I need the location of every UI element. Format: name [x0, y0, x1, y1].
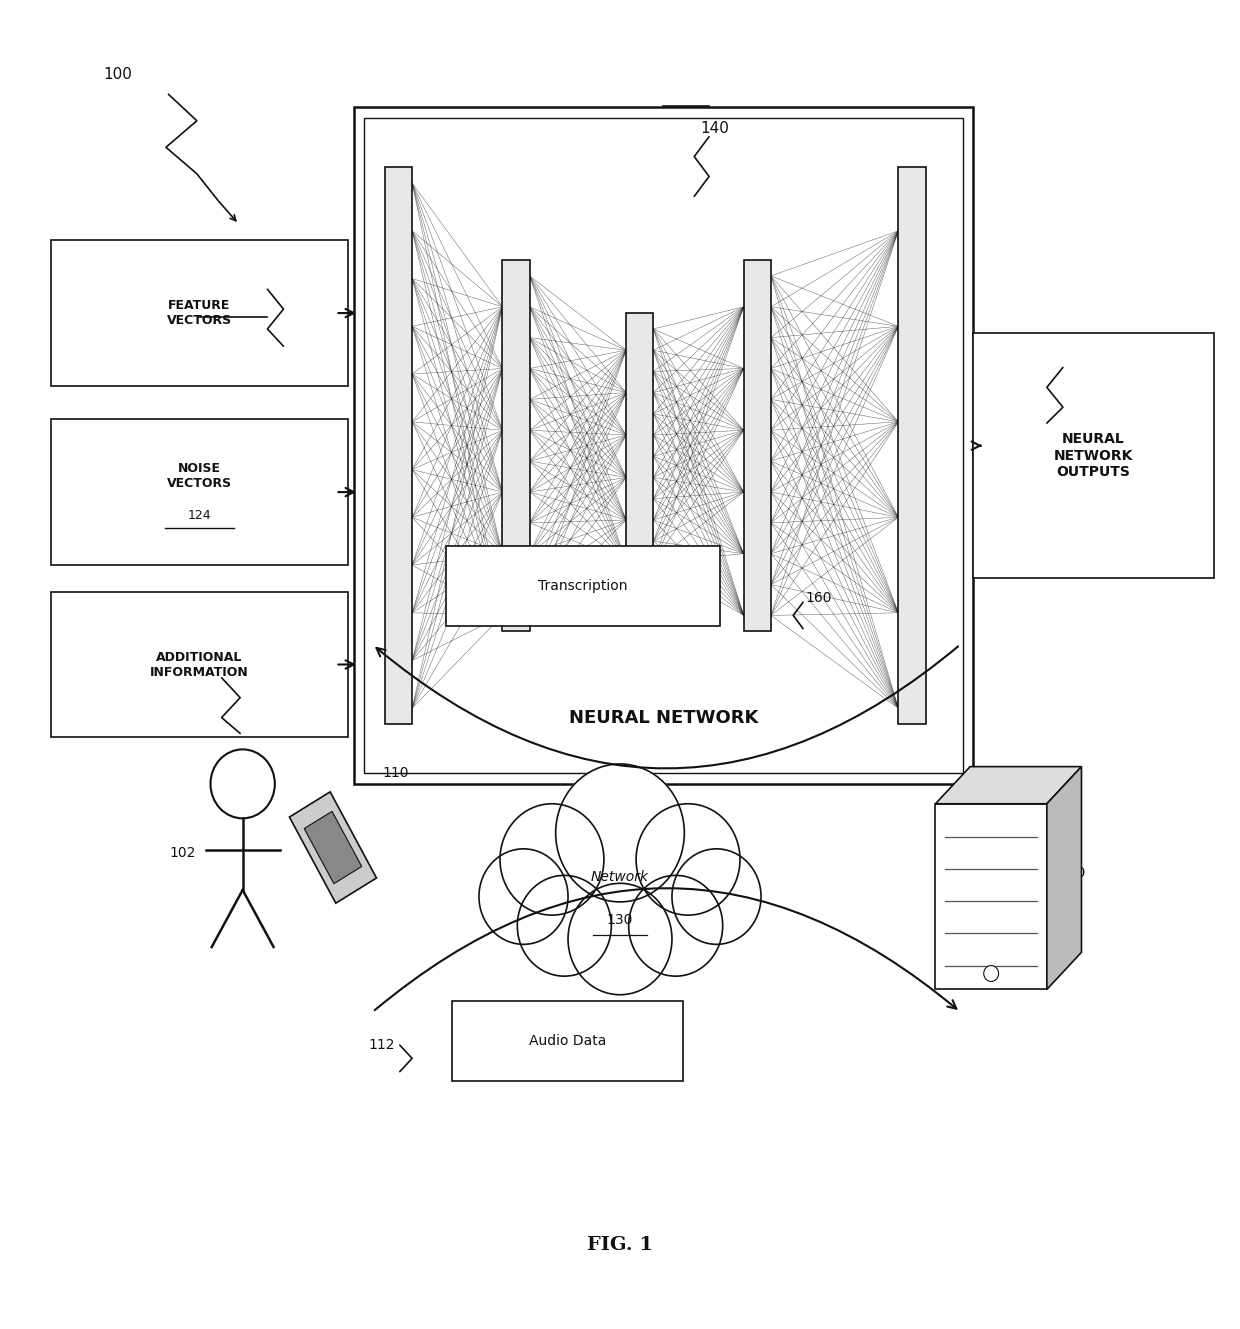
FancyBboxPatch shape [626, 314, 653, 578]
Text: NEURAL NETWORK: NEURAL NETWORK [569, 708, 758, 727]
Circle shape [983, 966, 998, 982]
Text: FIG. 1: FIG. 1 [587, 1236, 653, 1255]
FancyBboxPatch shape [363, 118, 962, 773]
Text: 102: 102 [169, 845, 196, 860]
Text: 112: 112 [368, 1038, 394, 1053]
Text: 100: 100 [103, 66, 131, 82]
FancyBboxPatch shape [51, 591, 347, 738]
Circle shape [211, 750, 275, 819]
FancyBboxPatch shape [898, 167, 925, 724]
Text: 110: 110 [382, 767, 409, 780]
Polygon shape [935, 767, 1081, 804]
Circle shape [629, 876, 723, 977]
Text: 120: 120 [1059, 865, 1085, 880]
FancyBboxPatch shape [445, 546, 720, 626]
FancyBboxPatch shape [51, 241, 347, 385]
Polygon shape [304, 811, 362, 884]
FancyBboxPatch shape [502, 260, 529, 631]
FancyBboxPatch shape [384, 167, 412, 724]
Text: 124: 124 [187, 509, 211, 522]
Text: Transcription: Transcription [538, 579, 627, 593]
Circle shape [517, 876, 611, 977]
Circle shape [500, 804, 604, 916]
Polygon shape [1047, 767, 1081, 989]
Text: NEURAL
NETWORK
OUTPUTS: NEURAL NETWORK OUTPUTS [1054, 432, 1133, 478]
Text: 142: 142 [1047, 352, 1076, 367]
FancyBboxPatch shape [51, 419, 347, 565]
FancyBboxPatch shape [935, 804, 1047, 989]
Text: 140: 140 [701, 121, 729, 136]
Circle shape [636, 804, 740, 916]
Circle shape [556, 764, 684, 902]
Text: 130: 130 [606, 913, 634, 928]
Polygon shape [289, 792, 377, 904]
Circle shape [672, 849, 761, 945]
Text: 122: 122 [243, 270, 272, 284]
Text: Audio Data: Audio Data [528, 1034, 606, 1049]
Text: 126: 126 [185, 672, 213, 688]
FancyBboxPatch shape [744, 260, 771, 631]
Text: FEATURE
VECTORS: FEATURE VECTORS [167, 299, 232, 327]
FancyBboxPatch shape [451, 1001, 683, 1080]
Circle shape [479, 849, 568, 945]
Text: NOISE
VECTORS: NOISE VECTORS [167, 462, 232, 490]
Circle shape [568, 884, 672, 994]
Text: 160: 160 [806, 591, 832, 605]
Text: ADDITIONAL
INFORMATION: ADDITIONAL INFORMATION [150, 650, 249, 679]
FancyBboxPatch shape [972, 334, 1214, 578]
FancyBboxPatch shape [353, 108, 972, 784]
Text: Network: Network [591, 869, 649, 884]
